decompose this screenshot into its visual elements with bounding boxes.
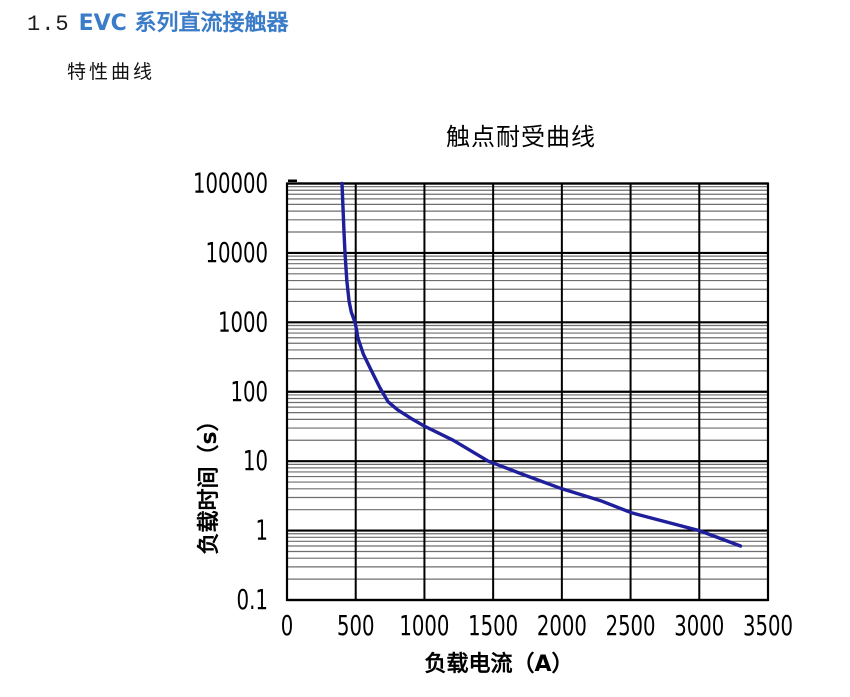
section-title: EVC 系列直流接触器 [78,11,289,36]
x-tick-label: 2000 [537,609,587,642]
y-tick-label: 1000 [218,305,268,338]
top-left-tick-mark [288,179,297,182]
y-tick-label: 100 [231,375,269,408]
chart-title: 触点耐受曲线 [446,123,596,151]
x-axis-title: 负载电流（A） [424,651,573,677]
x-tick-label: 1000 [399,609,449,642]
y-tick-label: 10 [243,444,268,477]
x-tick-label: 500 [337,609,375,642]
section-heading: 1.5 EVC 系列直流接触器 [27,11,288,38]
plot-border [285,182,770,602]
y-tick-label: 1 [256,514,269,547]
x-tick-label: 1500 [468,609,518,642]
y-axis-title: 负载时间（s） [196,409,222,554]
y-tick-label: 100000 [193,167,268,200]
endurance-curve [340,181,743,548]
x-tick-label: 3500 [743,609,793,642]
x-tick-label: 3000 [674,609,724,642]
y-tick-label: 10000 [206,236,269,269]
subsection-title: 特性曲线 [67,61,156,83]
x-tick-label: 2500 [606,609,656,642]
x-tick-label: 0 [281,609,294,642]
y-tick-label: 0.1 [237,583,269,616]
section-number: 1.5 [27,12,70,37]
